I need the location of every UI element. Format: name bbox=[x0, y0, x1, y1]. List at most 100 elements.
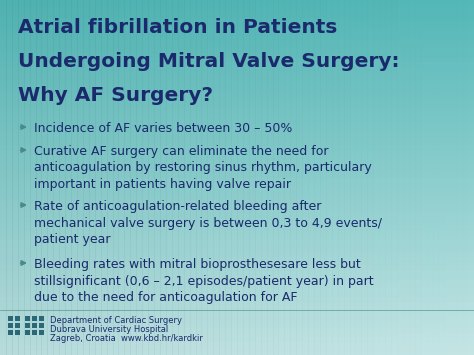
Text: Zagreb, Croatia  www.kbd.hr/kardkir: Zagreb, Croatia www.kbd.hr/kardkir bbox=[50, 334, 203, 343]
Bar bbox=[0, 84, 474, 90]
Bar bbox=[438, 0, 446, 355]
Bar bbox=[0, 164, 474, 170]
Bar bbox=[0, 204, 474, 209]
Bar bbox=[255, 0, 262, 355]
Bar bbox=[432, 0, 439, 355]
Bar bbox=[450, 0, 457, 355]
Bar bbox=[183, 0, 191, 355]
Bar bbox=[100, 0, 108, 355]
Bar bbox=[0, 120, 474, 125]
Bar bbox=[8, 316, 13, 321]
Bar bbox=[0, 186, 474, 192]
Bar bbox=[261, 0, 268, 355]
Bar bbox=[0, 98, 474, 103]
Bar bbox=[154, 0, 161, 355]
Bar bbox=[0, 106, 474, 112]
Bar bbox=[178, 0, 185, 355]
Bar bbox=[0, 333, 474, 338]
Bar bbox=[0, 200, 474, 205]
Bar bbox=[39, 323, 44, 328]
Bar bbox=[0, 124, 474, 130]
Bar bbox=[32, 316, 37, 321]
Bar bbox=[15, 316, 20, 321]
Bar bbox=[320, 0, 327, 355]
Bar bbox=[8, 330, 13, 335]
Bar bbox=[409, 0, 416, 355]
Bar bbox=[124, 0, 131, 355]
Bar bbox=[0, 0, 474, 5]
Bar bbox=[225, 0, 232, 355]
Bar bbox=[0, 244, 474, 250]
Bar bbox=[65, 0, 72, 355]
Bar bbox=[367, 0, 374, 355]
Bar bbox=[326, 0, 333, 355]
Bar bbox=[0, 311, 474, 316]
Bar bbox=[118, 0, 126, 355]
Bar bbox=[0, 324, 474, 329]
Text: Rate of anticoagulation-related bleeding after
mechanical valve surgery is betwe: Rate of anticoagulation-related bleeding… bbox=[34, 200, 382, 246]
Bar bbox=[0, 262, 474, 267]
Bar bbox=[0, 182, 474, 187]
Bar bbox=[0, 155, 474, 161]
Bar bbox=[290, 0, 297, 355]
Bar bbox=[397, 0, 404, 355]
Bar bbox=[0, 49, 474, 54]
Bar bbox=[0, 351, 474, 355]
Bar bbox=[0, 31, 474, 37]
Bar bbox=[0, 146, 474, 152]
Bar bbox=[172, 0, 179, 355]
Bar bbox=[12, 0, 19, 355]
Bar bbox=[462, 0, 469, 355]
Bar bbox=[337, 0, 345, 355]
Bar bbox=[25, 330, 30, 335]
Bar bbox=[0, 306, 474, 312]
Bar bbox=[0, 226, 474, 232]
Bar bbox=[237, 0, 244, 355]
Bar bbox=[373, 0, 380, 355]
Bar bbox=[0, 195, 474, 201]
Bar bbox=[308, 0, 315, 355]
Bar bbox=[314, 0, 321, 355]
Bar bbox=[195, 0, 202, 355]
Bar bbox=[249, 0, 256, 355]
Bar bbox=[0, 80, 474, 85]
Bar bbox=[0, 151, 474, 156]
Bar bbox=[15, 323, 20, 328]
Bar bbox=[32, 323, 37, 328]
Bar bbox=[53, 0, 60, 355]
Bar bbox=[47, 0, 55, 355]
Bar bbox=[456, 0, 463, 355]
Bar bbox=[420, 0, 428, 355]
Bar bbox=[0, 4, 474, 10]
Bar bbox=[0, 160, 474, 165]
Bar bbox=[0, 27, 474, 32]
Bar bbox=[0, 58, 474, 63]
Bar bbox=[278, 0, 285, 355]
Bar bbox=[0, 22, 474, 28]
Bar bbox=[0, 36, 474, 41]
Bar bbox=[361, 0, 368, 355]
Bar bbox=[148, 0, 155, 355]
Bar bbox=[0, 257, 474, 263]
Bar bbox=[0, 320, 474, 325]
Bar bbox=[344, 0, 351, 355]
Bar bbox=[349, 0, 356, 355]
Bar bbox=[89, 0, 96, 355]
Text: Department of Cardiac Surgery: Department of Cardiac Surgery bbox=[50, 316, 182, 325]
Bar bbox=[385, 0, 392, 355]
Bar bbox=[0, 217, 474, 223]
Bar bbox=[39, 316, 44, 321]
Bar bbox=[160, 0, 167, 355]
Bar bbox=[0, 44, 474, 50]
Bar bbox=[427, 0, 434, 355]
Bar bbox=[15, 330, 20, 335]
Bar bbox=[59, 0, 66, 355]
Bar bbox=[25, 316, 30, 321]
Bar bbox=[468, 0, 474, 355]
Bar bbox=[0, 302, 474, 307]
Bar bbox=[0, 75, 474, 81]
Bar bbox=[24, 0, 31, 355]
Bar bbox=[83, 0, 90, 355]
Text: Curative AF surgery can eliminate the need for
anticoagulation by restoring sinu: Curative AF surgery can eliminate the ne… bbox=[34, 145, 372, 191]
Bar bbox=[213, 0, 220, 355]
